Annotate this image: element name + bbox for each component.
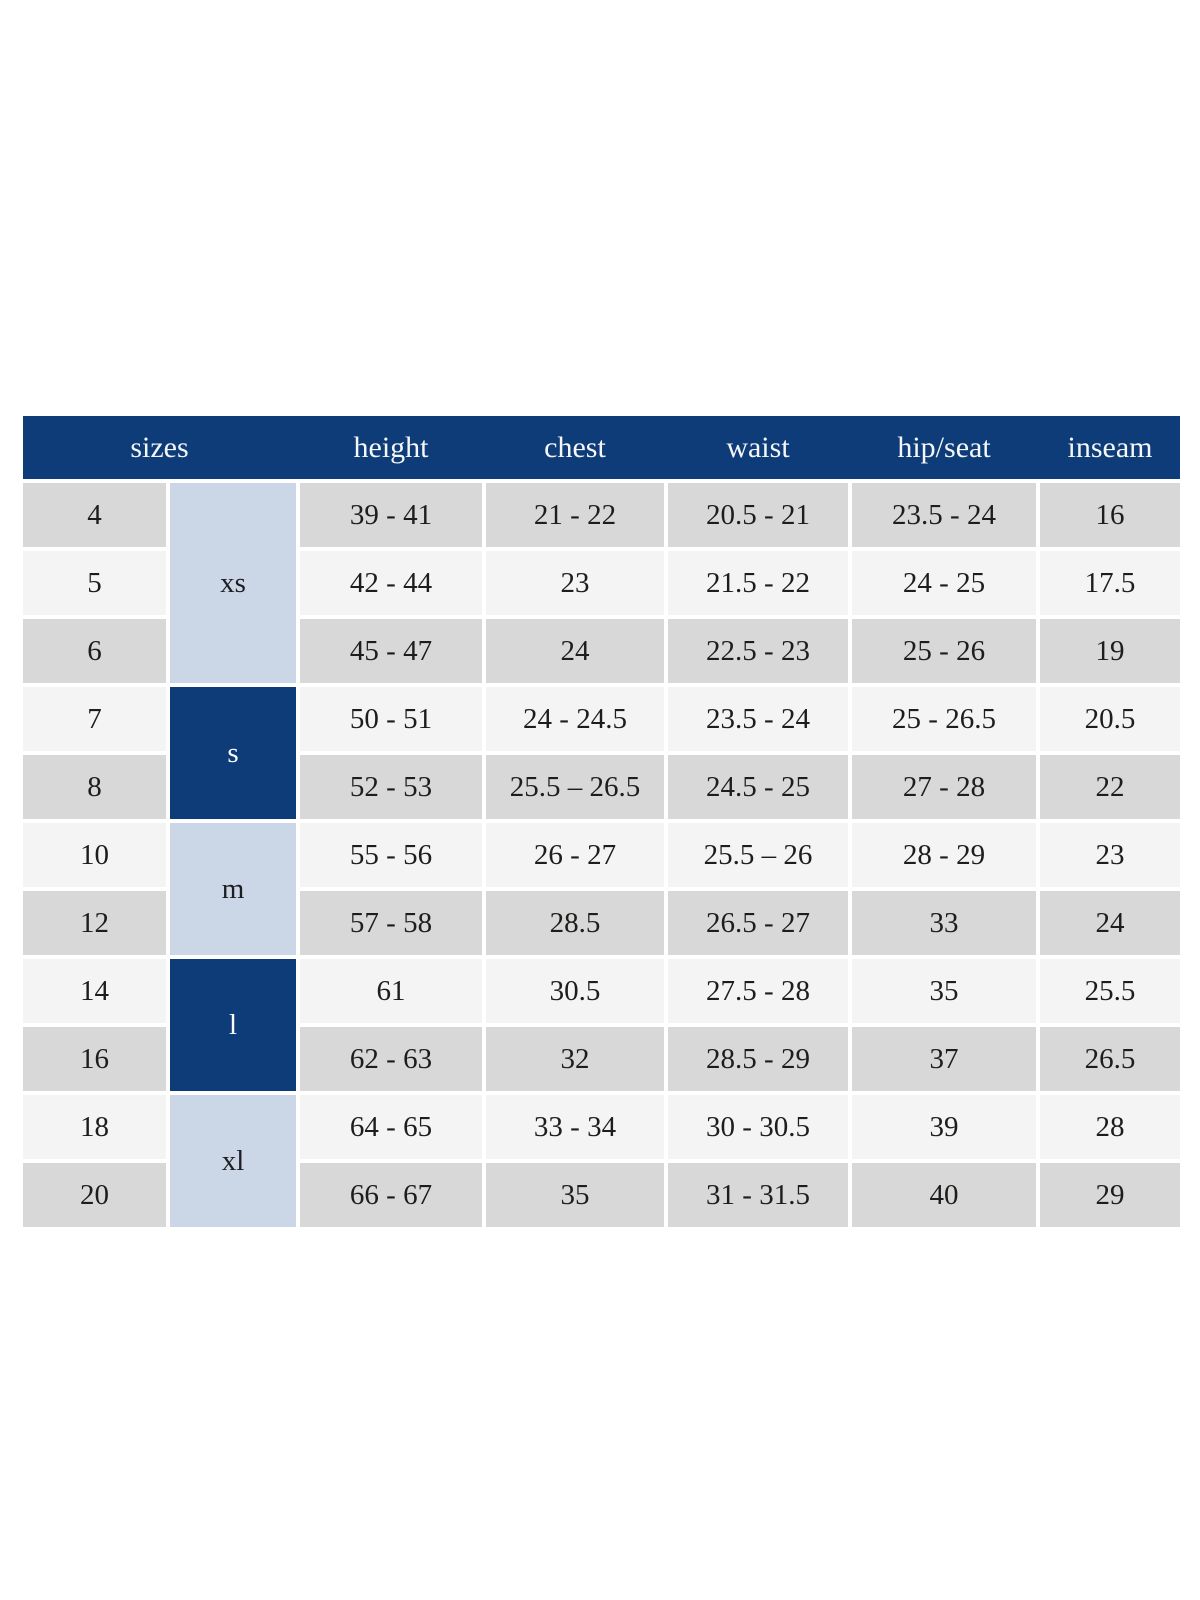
size-group-cell-s: s — [170, 687, 296, 819]
inseam-cell: 24 — [1040, 891, 1180, 955]
column-header-hip-seat: hip/seat — [897, 430, 991, 464]
chest-cell: 28.5 — [486, 891, 664, 955]
column-header-sizes: sizes — [130, 430, 189, 464]
height-cell: 52 - 53 — [300, 755, 482, 819]
size-cell: 18 — [23, 1095, 166, 1159]
waist-cell: 22.5 - 23 — [668, 619, 848, 683]
hip-seat-cell: 27 - 28 — [852, 755, 1036, 819]
waist-cell: 27.5 - 28 — [668, 959, 848, 1023]
hip-seat-cell: 28 - 29 — [852, 823, 1036, 887]
waist-cell: 30 - 30.5 — [668, 1095, 848, 1159]
size-cell: 6 — [23, 619, 166, 683]
inseam-cell: 17.5 — [1040, 551, 1180, 615]
column-header-chest: chest — [544, 430, 606, 464]
inseam-cell: 23 — [1040, 823, 1180, 887]
size-group-cell-xl: xl — [170, 1095, 296, 1227]
height-cell: 62 - 63 — [300, 1027, 482, 1091]
column-header-inseam: inseam — [1067, 430, 1153, 464]
chest-cell: 26 - 27 — [486, 823, 664, 887]
chest-cell: 24 - 24.5 — [486, 687, 664, 751]
height-cell: 66 - 67 — [300, 1163, 482, 1227]
chest-cell: 30.5 — [486, 959, 664, 1023]
hip-seat-cell: 23.5 - 24 — [852, 483, 1036, 547]
waist-cell: 24.5 - 25 — [668, 755, 848, 819]
size-chart-header-row: sizes height chest waist hip/seat inseam — [23, 416, 1180, 479]
chest-cell: 32 — [486, 1027, 664, 1091]
hip-seat-cell: 39 — [852, 1095, 1036, 1159]
size-group-cell-m: m — [170, 823, 296, 955]
inseam-cell: 22 — [1040, 755, 1180, 819]
chest-cell: 21 - 22 — [486, 483, 664, 547]
hip-seat-cell: 24 - 25 — [852, 551, 1036, 615]
waist-cell: 28.5 - 29 — [668, 1027, 848, 1091]
height-cell: 61 — [300, 959, 482, 1023]
waist-cell: 23.5 - 24 — [668, 687, 848, 751]
chest-cell: 33 - 34 — [486, 1095, 664, 1159]
chest-cell: 24 — [486, 619, 664, 683]
hip-seat-cell: 25 - 26 — [852, 619, 1036, 683]
size-cell: 10 — [23, 823, 166, 887]
size-cell: 4 — [23, 483, 166, 547]
hip-seat-cell: 33 — [852, 891, 1036, 955]
chest-cell: 23 — [486, 551, 664, 615]
column-header-waist: waist — [726, 430, 790, 464]
inseam-cell: 25.5 — [1040, 959, 1180, 1023]
inseam-cell: 16 — [1040, 483, 1180, 547]
height-cell: 39 - 41 — [300, 483, 482, 547]
chest-cell: 35 — [486, 1163, 664, 1227]
hip-seat-cell: 25 - 26.5 — [852, 687, 1036, 751]
size-cell: 8 — [23, 755, 166, 819]
inseam-cell: 26.5 — [1040, 1027, 1180, 1091]
inseam-cell: 28 — [1040, 1095, 1180, 1159]
height-cell: 57 - 58 — [300, 891, 482, 955]
inseam-cell: 29 — [1040, 1163, 1180, 1227]
height-cell: 45 - 47 — [300, 619, 482, 683]
size-cell: 12 — [23, 891, 166, 955]
waist-cell: 31 - 31.5 — [668, 1163, 848, 1227]
size-chart: sizes height chest waist hip/seat inseam… — [23, 416, 1180, 1227]
size-cell: 16 — [23, 1027, 166, 1091]
hip-seat-cell: 35 — [852, 959, 1036, 1023]
waist-cell: 25.5 – 26 — [668, 823, 848, 887]
inseam-cell: 19 — [1040, 619, 1180, 683]
size-group-cell-l: l — [170, 959, 296, 1091]
size-cell: 20 — [23, 1163, 166, 1227]
waist-cell: 20.5 - 21 — [668, 483, 848, 547]
size-cell: 14 — [23, 959, 166, 1023]
height-cell: 50 - 51 — [300, 687, 482, 751]
size-cell: 5 — [23, 551, 166, 615]
waist-cell: 26.5 - 27 — [668, 891, 848, 955]
size-cell: 7 — [23, 687, 166, 751]
chest-cell: 25.5 – 26.5 — [486, 755, 664, 819]
height-cell: 64 - 65 — [300, 1095, 482, 1159]
column-header-height: height — [353, 430, 429, 464]
waist-cell: 21.5 - 22 — [668, 551, 848, 615]
inseam-cell: 20.5 — [1040, 687, 1180, 751]
hip-seat-cell: 37 — [852, 1027, 1036, 1091]
size-group-cell-xs: xs — [170, 483, 296, 683]
height-cell: 55 - 56 — [300, 823, 482, 887]
height-cell: 42 - 44 — [300, 551, 482, 615]
hip-seat-cell: 40 — [852, 1163, 1036, 1227]
